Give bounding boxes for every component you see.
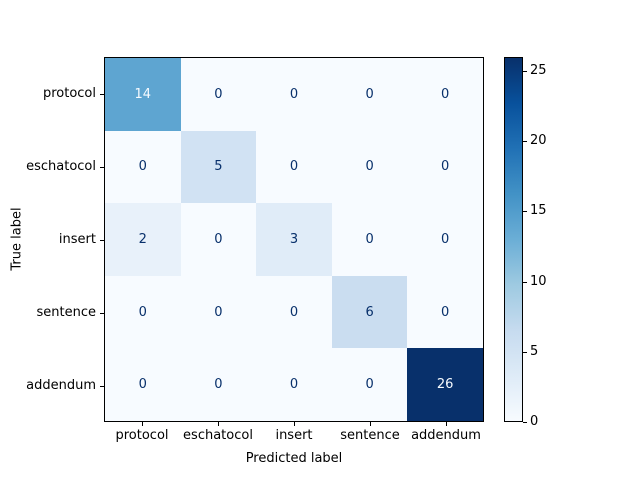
cell-eschatocol-protocol: 0 — [105, 130, 181, 204]
y-tick-mark — [100, 239, 104, 241]
cell-eschatocol-sentence: 0 — [331, 130, 408, 204]
cell-protocol-protocol: 14 — [105, 58, 181, 131]
colorbar-tick-label-10: 10 — [530, 273, 547, 289]
cell-value: 26 — [436, 377, 454, 393]
colorbar-tick-mark — [523, 71, 527, 73]
cell-value: 0 — [214, 377, 223, 393]
x-tick-mark — [370, 422, 371, 426]
cell-value: 6 — [365, 304, 374, 320]
y-tick-label-eschatocol: eschatocol — [26, 158, 96, 174]
cell-value: 0 — [214, 86, 223, 102]
colorbar-tick-label-0: 0 — [530, 414, 539, 429]
cell-value: 5 — [214, 159, 223, 175]
colorbar-tick-mark — [523, 281, 527, 283]
x-tick-mark — [218, 422, 219, 426]
cell-sentence-sentence: 6 — [331, 275, 408, 349]
cell-value: 0 — [441, 304, 450, 320]
cell-value: 0 — [365, 231, 374, 247]
cell-value: 0 — [441, 159, 450, 175]
colorbar-tick-label-5: 5 — [530, 343, 539, 359]
x-tick-label-insert: insert — [275, 428, 313, 443]
cell-value: 0 — [365, 159, 374, 175]
x-tick-label-sentence: sentence — [340, 428, 400, 443]
cell-value: 0 — [289, 159, 299, 175]
cell-value: 3 — [289, 231, 299, 247]
x-tick-mark — [446, 422, 447, 426]
colorbar-tick-mark — [523, 422, 527, 423]
x-tick-label-eschatocol: eschatocol — [183, 428, 253, 443]
cell-addendum-protocol: 0 — [105, 348, 181, 421]
cell-value: 0 — [138, 377, 147, 393]
cell-insert-insert: 3 — [256, 203, 332, 276]
cell-value: 0 — [289, 304, 299, 320]
cell-addendum-eschatocol: 0 — [180, 348, 257, 421]
colorbar-tick-mark — [523, 211, 527, 213]
cell-insert-protocol: 2 — [105, 203, 181, 276]
colorbar-tick-mark — [523, 141, 527, 143]
cell-insert-sentence: 0 — [331, 203, 408, 276]
cell-protocol-insert: 0 — [256, 58, 332, 131]
cell-addendum-addendum: 26 — [407, 348, 483, 421]
cell-value: 0 — [138, 159, 147, 175]
cell-eschatocol-addendum: 0 — [407, 130, 483, 204]
y-tick-label-addendum: addendum — [26, 377, 96, 393]
x-tick-label-addendum: addendum — [411, 428, 481, 443]
x-tick-label-protocol: protocol — [115, 428, 169, 443]
cell-value: 0 — [138, 304, 147, 320]
y-tick-mark — [100, 93, 104, 95]
cell-value: 0 — [214, 304, 223, 320]
colorbar-tick-label-25: 25 — [530, 63, 547, 79]
colorbar-tick-mark — [523, 351, 527, 353]
cell-value: 0 — [441, 86, 450, 102]
cell-value: 0 — [441, 231, 450, 247]
cell-insert-eschatocol: 0 — [180, 203, 257, 276]
y-tick-mark — [100, 312, 104, 314]
cell-sentence-addendum: 0 — [407, 275, 483, 349]
heatmap-grid: 14 0 0 0 0 0 5 0 0 0 2 0 3 0 0 0 0 0 6 0 0 0 0 0 26 — [105, 58, 483, 421]
cell-addendum-insert: 0 — [256, 348, 332, 421]
x-tick-mark — [142, 422, 143, 426]
cell-value: 0 — [214, 231, 223, 247]
cell-value: 0 — [365, 377, 374, 393]
cell-protocol-eschatocol: 0 — [180, 58, 257, 131]
y-tick-label-protocol: protocol — [42, 85, 96, 101]
cell-value: 0 — [365, 86, 374, 102]
cell-sentence-eschatocol: 0 — [180, 275, 257, 349]
y-tick-label-insert: insert — [58, 231, 96, 247]
cell-value: 0 — [289, 86, 299, 102]
heatmap-axes: 14 0 0 0 0 0 5 0 0 0 2 0 3 0 0 0 0 0 6 0 0 0 0 0 26 — [104, 57, 484, 422]
cell-sentence-insert: 0 — [256, 275, 332, 349]
x-axis-title: Predicted label — [245, 451, 343, 466]
cell-insert-addendum: 0 — [407, 203, 483, 276]
cell-protocol-sentence: 0 — [331, 58, 408, 131]
cell-protocol-addendum: 0 — [407, 58, 483, 131]
cell-sentence-protocol: 0 — [105, 275, 181, 349]
cell-value: 2 — [138, 231, 147, 247]
y-tick-mark — [100, 166, 104, 168]
cell-eschatocol-eschatocol: 5 — [180, 130, 257, 204]
colorbar-tick-label-15: 15 — [530, 203, 547, 219]
y-tick-label-sentence: sentence — [36, 304, 97, 320]
cell-eschatocol-insert: 0 — [256, 130, 332, 204]
x-tick-mark — [294, 422, 295, 426]
y-tick-mark — [100, 385, 104, 387]
colorbar — [504, 57, 523, 422]
cell-value: 0 — [289, 377, 299, 393]
cell-value: 14 — [134, 86, 152, 102]
colorbar-tick-label-20: 20 — [530, 133, 547, 149]
cell-addendum-sentence: 0 — [331, 348, 408, 421]
